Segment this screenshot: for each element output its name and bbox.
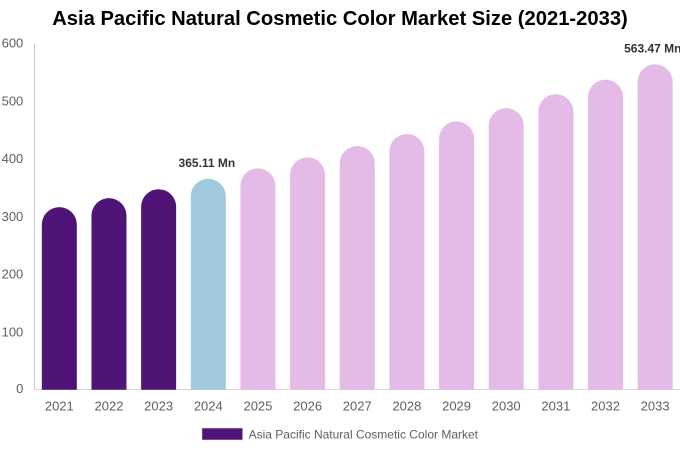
svg-text:2022: 2022 bbox=[95, 399, 124, 414]
svg-text:500: 500 bbox=[2, 93, 24, 108]
svg-text:2025: 2025 bbox=[243, 399, 272, 414]
svg-text:400: 400 bbox=[2, 151, 24, 166]
svg-text:563.47 Mn: 563.47 Mn bbox=[624, 42, 680, 56]
svg-text:2021: 2021 bbox=[45, 399, 74, 414]
svg-text:Asia Pacific Natural Cosmetic: Asia Pacific Natural Cosmetic Color Mark… bbox=[249, 427, 479, 441]
svg-text:2028: 2028 bbox=[392, 399, 421, 414]
svg-text:2031: 2031 bbox=[541, 399, 570, 414]
svg-text:2023: 2023 bbox=[144, 399, 173, 414]
svg-text:Asia Pacific Natural Cosmetic: Asia Pacific Natural Cosmetic Color Mark… bbox=[52, 8, 628, 30]
svg-text:2026: 2026 bbox=[293, 399, 322, 414]
svg-text:100: 100 bbox=[2, 324, 24, 339]
svg-text:0: 0 bbox=[16, 381, 23, 396]
svg-text:600: 600 bbox=[2, 36, 24, 51]
svg-text:2032: 2032 bbox=[591, 399, 620, 414]
svg-text:2030: 2030 bbox=[492, 399, 521, 414]
svg-text:300: 300 bbox=[2, 209, 24, 224]
svg-text:2033: 2033 bbox=[641, 399, 670, 414]
svg-text:2029: 2029 bbox=[442, 399, 471, 414]
svg-text:2024: 2024 bbox=[194, 399, 223, 414]
svg-text:2027: 2027 bbox=[343, 399, 372, 414]
svg-text:200: 200 bbox=[2, 267, 24, 282]
svg-text:365.11 Mn: 365.11 Mn bbox=[179, 156, 236, 170]
